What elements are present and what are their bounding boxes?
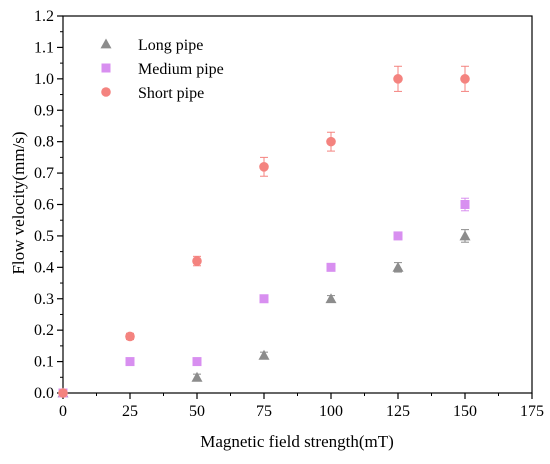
- x-tick-label: 50: [189, 403, 205, 420]
- y-tick-label: 1.2: [34, 8, 54, 25]
- y-tick-label: 0.3: [34, 291, 54, 308]
- y-tick-label: 0.7: [34, 165, 54, 182]
- x-tick-label: 150: [453, 403, 477, 420]
- legend: Long pipe Medium pipe Short pipe: [100, 37, 224, 102]
- short-pipe-point: [326, 136, 336, 147]
- y-tick-label: 1.1: [34, 39, 54, 56]
- short-pipe-point: [259, 162, 269, 172]
- long-pipe-point: [459, 230, 471, 241]
- medium-pipe-point: [192, 357, 202, 367]
- y-tick-label: 1.0: [34, 71, 54, 88]
- long-pipe-point: [258, 349, 270, 360]
- series-medium-pipe: [58, 197, 470, 398]
- legend-marker-long-pipe: [100, 38, 112, 49]
- marks-layer: [57, 65, 471, 398]
- legend-label-medium-pipe: Medium pipe: [138, 61, 224, 78]
- medium-pipe-point: [125, 357, 135, 367]
- x-tick-label: 100: [319, 403, 343, 420]
- x-tick-label: 25: [122, 403, 138, 420]
- short-pipe-point: [58, 388, 68, 398]
- x-tick-label: 175: [520, 403, 544, 420]
- medium-pipe-point: [326, 262, 336, 272]
- short-pipe-point: [460, 74, 470, 84]
- y-axis-title: Flow velocity(mm/s): [9, 131, 28, 274]
- y-tick-label: 0.1: [34, 354, 54, 371]
- axes-layer: 0 25 50 75 100 125 150 175 0.0 0.1 0.2 0.3 0.4 0.5 0.6…: [34, 8, 544, 420]
- series-long-pipe: [57, 229, 471, 398]
- legend-marker-medium-pipe: [101, 63, 111, 73]
- medium-pipe-point: [460, 200, 470, 209]
- medium-pipe-point: [393, 231, 403, 241]
- long-pipe-point: [325, 293, 337, 304]
- legend-marker-short-pipe: [101, 87, 111, 97]
- short-pipe-point: [192, 256, 202, 266]
- x-tick-label: 75: [256, 403, 272, 420]
- x-tick-label: 125: [386, 403, 410, 420]
- long-pipe-point: [392, 261, 404, 272]
- y-tick-label: 0.9: [34, 102, 54, 119]
- medium-pipe-point: [259, 294, 269, 304]
- y-tick-label: 0.0: [34, 385, 54, 402]
- y-tick-label: 0.5: [34, 228, 54, 245]
- series-short-pipe: [58, 65, 470, 398]
- y-tick-label: 0.2: [34, 322, 54, 339]
- short-pipe-point: [393, 74, 403, 84]
- legend-label-short-pipe: Short pipe: [138, 85, 204, 102]
- y-tick-label: 0.6: [34, 197, 54, 214]
- y-tick-label: 0.4: [34, 259, 54, 276]
- x-axis-title: Magnetic field strength(mT): [200, 432, 394, 451]
- legend-label-long-pipe: Long pipe: [138, 37, 203, 54]
- short-pipe-point: [125, 331, 135, 342]
- y-tick-label: 0.8: [34, 134, 54, 151]
- x-tick-label: 0: [59, 403, 67, 420]
- long-pipe-point: [191, 371, 203, 382]
